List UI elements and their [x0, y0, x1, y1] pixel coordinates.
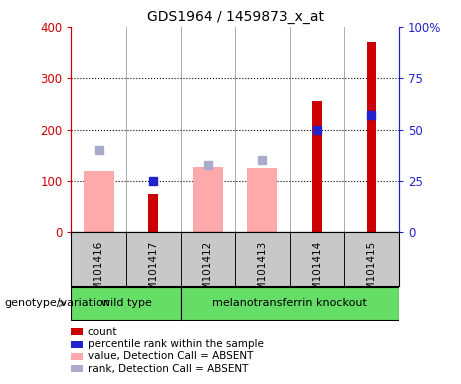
Text: GSM101415: GSM101415 [366, 240, 377, 304]
Title: GDS1964 / 1459873_x_at: GDS1964 / 1459873_x_at [147, 10, 324, 25]
Text: GSM101413: GSM101413 [257, 240, 267, 304]
Bar [312, 101, 322, 232]
Text: GSM101412: GSM101412 [203, 240, 213, 304]
Text: value, Detection Call = ABSENT: value, Detection Call = ABSENT [88, 351, 253, 361]
Bar [193, 167, 223, 232]
Bar [84, 170, 114, 232]
Text: GSM101414: GSM101414 [312, 240, 322, 304]
Bar [71, 365, 83, 372]
Text: GSM101417: GSM101417 [148, 240, 158, 304]
Bar [71, 341, 83, 348]
Text: rank, Detection Call = ABSENT: rank, Detection Call = ABSENT [88, 364, 248, 374]
Bar [148, 194, 158, 232]
Text: genotype/variation: genotype/variation [5, 298, 111, 308]
Text: percentile rank within the sample: percentile rank within the sample [88, 339, 264, 349]
Bar [366, 42, 376, 232]
Bar [71, 353, 83, 360]
FancyBboxPatch shape [71, 287, 181, 320]
Text: GSM101416: GSM101416 [94, 240, 104, 304]
Text: wild type: wild type [100, 298, 152, 308]
FancyBboxPatch shape [181, 287, 399, 320]
Text: melanotransferrin knockout: melanotransferrin knockout [212, 298, 367, 308]
Bar [248, 168, 278, 232]
Text: count: count [88, 327, 117, 337]
Bar [71, 328, 83, 335]
